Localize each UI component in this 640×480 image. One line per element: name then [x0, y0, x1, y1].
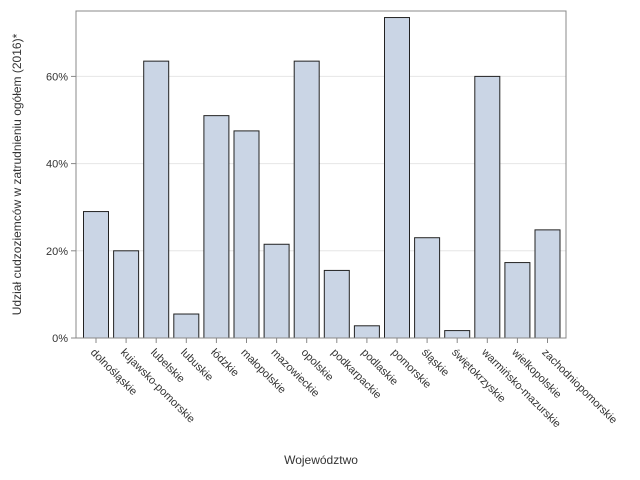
bars	[83, 17, 561, 339]
plot-frame	[75, 10, 567, 339]
x-axis: dolnośląskiekujawsko-pomorskielubelskiel…	[88, 338, 619, 430]
y-axis-title: Udział cudzoziemców w zatrudnieniu ogółe…	[10, 33, 24, 315]
bar	[113, 250, 140, 339]
y-tick-label: 0%	[52, 333, 68, 345]
bar	[263, 243, 290, 339]
bar	[414, 237, 441, 339]
bar	[173, 313, 200, 339]
bar	[323, 269, 350, 339]
y-tick-label: 20%	[46, 246, 68, 258]
y-tick-label: 40%	[46, 159, 68, 171]
bar	[534, 229, 561, 339]
bar	[474, 75, 501, 339]
bar	[353, 325, 380, 339]
bar	[143, 60, 170, 339]
bar	[293, 60, 320, 339]
bar	[83, 211, 109, 339]
x-axis-title: Województwo	[284, 453, 358, 467]
y-tick-label: 60%	[46, 71, 68, 83]
y-axis: 0% 20% 40% 60%	[46, 71, 76, 345]
bar	[444, 330, 471, 339]
bar	[233, 130, 260, 339]
bar	[504, 262, 531, 339]
bar	[384, 17, 410, 339]
bar	[203, 115, 230, 339]
x-tick-label: świętokrzyskie	[449, 347, 508, 406]
